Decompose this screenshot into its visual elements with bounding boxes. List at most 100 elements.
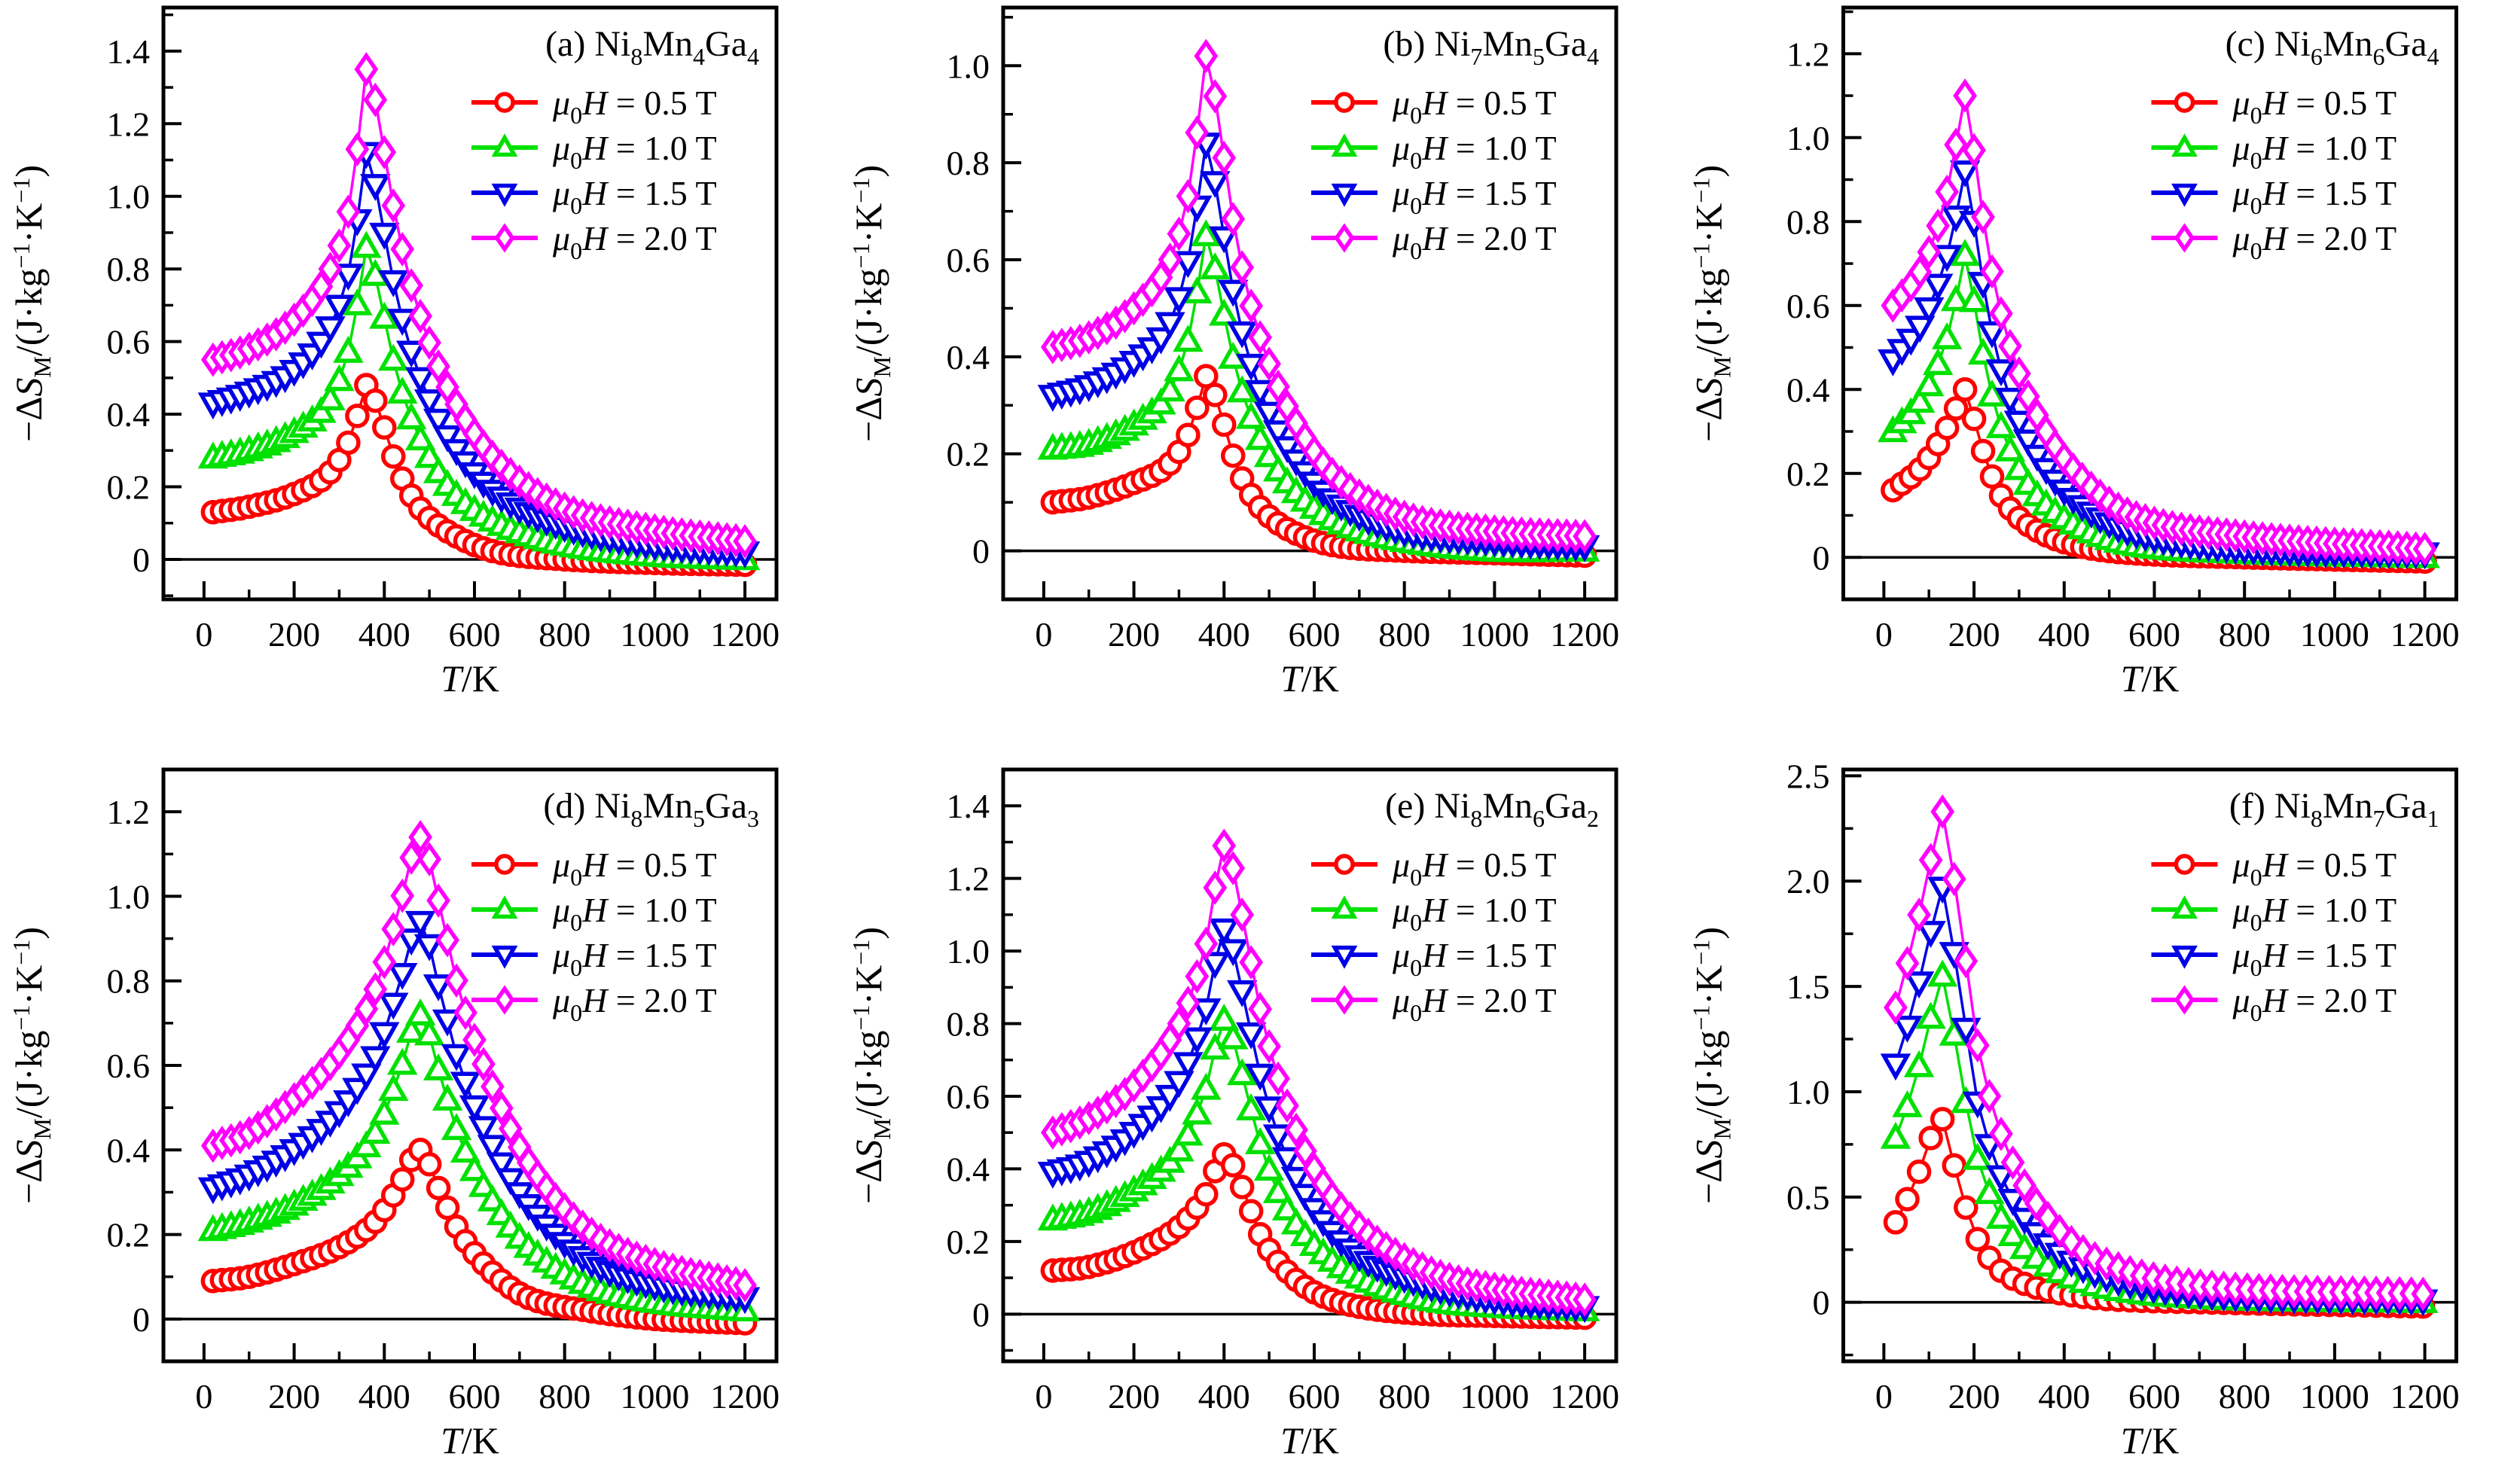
axes-a: 0 200 400 600 800 1000 1200 0 0.2 0.4 0.6 0.8 1.0 1.2… — [107, 13, 779, 654]
panel-a-chart: 0 200 400 600 800 1000 1200 0 0.2 0.4 0.6 0.8 1.0 1.2… — [8, 5, 779, 699]
series-1.0T — [197, 998, 761, 1321]
legend-label: μ0H = 0.5 T — [552, 846, 717, 891]
panel-a-cell: 0 200 400 600 800 1000 1200 0 0.2 0.4 0.6 0.8 1.0 1.2… — [0, 0, 840, 723]
panel-title: (c) Ni6Mn6Ga4 — [2226, 24, 2439, 70]
y-axis: 0 0.5 1.0 1.5 2.0 2.5 — [1786, 757, 1862, 1357]
x-tick-label: 400 — [1198, 615, 1250, 654]
panel-title: (b) Ni7Mn5Ga4 — [1383, 24, 1599, 70]
y-tick-label: 1.4 — [107, 32, 151, 71]
legend-label: μ0H = 0.5 T — [1392, 846, 1557, 891]
x-tick-label: 600 — [1288, 615, 1340, 654]
axes-f: 0 200 400 600 800 1000 1200 0 0.5 1.0 1.5 2.0 2.5 — [1786, 757, 2460, 1416]
x-tick-label: 1000 — [620, 1377, 689, 1416]
legend-item-1.5T: μ0H = 1.5 T — [2151, 174, 2396, 219]
legend-item-0.5T: μ0H = 0.5 T — [471, 846, 717, 891]
legend-label: μ0H = 1.5 T — [552, 174, 717, 219]
legend-item-1.5T: μ0H = 1.5 T — [471, 174, 717, 219]
legend-label: μ0H = 0.5 T — [2232, 846, 2397, 891]
panel-c-chart: 0 200 400 600 800 1000 1200 0 0.2 0.4 0.6 0.8 1.0 1.2… — [1688, 5, 2460, 699]
x-tick-label: 600 — [448, 1377, 500, 1416]
y-tick-label: 0.4 — [947, 1150, 990, 1188]
legend-item-2.0T: μ0H = 2.0 T — [2151, 981, 2396, 1026]
y-tick-label: 1.4 — [947, 787, 990, 825]
legend-item-0.5T: μ0H = 0.5 T — [471, 84, 717, 129]
x-tick-label: 200 — [268, 615, 320, 654]
y-axis: 0 0.2 0.4 0.6 0.8 1.0 1.2 1.4 — [947, 787, 1021, 1352]
panel-e-cell: 0 200 400 600 800 1000 1200 0 0.2 0.4 0.6 0.8 1.0 1.2… — [840, 723, 1679, 1475]
series-2.0T — [1040, 38, 1597, 554]
panel-f-chart: 0 200 400 600 800 1000 1200 0 0.5 1.0 1.5 2.0 2.5 (f)… — [1688, 757, 2460, 1461]
panel-title: (a) Ni8Mn4Ga4 — [545, 24, 759, 70]
legend-label: μ0H = 0.5 T — [2232, 84, 2397, 129]
legend-label: μ0H = 1.5 T — [552, 936, 717, 981]
x-tick-label: 200 — [1948, 1377, 2000, 1416]
x-tick-label: 800 — [538, 1377, 590, 1416]
legend-item-2.0T: μ0H = 2.0 T — [1311, 219, 1557, 264]
y-tick-label: 0.2 — [107, 468, 151, 507]
legend-item-2.0T: μ0H = 2.0 T — [1311, 981, 1557, 1026]
y-axis: 0 0.2 0.4 0.6 0.8 1.0 1.2 — [1786, 10, 1862, 601]
legend-item-1.0T: μ0H = 1.0 T — [2151, 891, 2396, 936]
legend-label: μ0H = 2.0 T — [552, 219, 717, 264]
y-tick-label: 1.2 — [1786, 35, 1830, 73]
legend-item-1.0T: μ0H = 1.0 T — [1311, 129, 1557, 174]
y-tick-label: 1.2 — [107, 793, 151, 831]
x-tick-label: 400 — [2038, 1377, 2090, 1416]
x-tick-label: 0 — [1035, 1377, 1052, 1416]
legend-item-1.5T: μ0H = 1.5 T — [1311, 174, 1557, 219]
y-tick-label: 1.0 — [947, 932, 990, 971]
panel-c-cell: 0 200 400 600 800 1000 1200 0 0.2 0.4 0.6 0.8 1.0 1.2… — [1679, 0, 2520, 723]
y-tick-label: 0 — [972, 1295, 990, 1333]
panel-title: (d) Ni8Mn5Ga3 — [543, 786, 759, 832]
y-tick-label: 0.4 — [947, 338, 990, 376]
legend-label: μ0H = 1.0 T — [2232, 129, 2397, 174]
plot-frame — [1841, 5, 2458, 602]
y-tick-label: 0.6 — [107, 323, 151, 361]
x-tick-label: 400 — [2038, 615, 2090, 654]
x-tick-label: 1200 — [1550, 615, 1619, 654]
plot-frame — [1001, 5, 1618, 602]
y-axis-label: −ΔSM/(J·kg−1·K−1) — [847, 927, 895, 1204]
x-tick-label: 800 — [2219, 615, 2271, 654]
legend-label: μ0H = 1.0 T — [552, 129, 717, 174]
y-tick-label: 1.2 — [947, 860, 990, 898]
legend-label: μ0H = 1.0 T — [1392, 129, 1557, 174]
series-1.0T — [1037, 219, 1600, 562]
x-tick-label: 1000 — [2300, 615, 2369, 654]
x-axis: 0 200 400 600 800 1000 1200 — [195, 1343, 779, 1416]
legend-label: μ0H = 1.5 T — [1392, 174, 1557, 219]
y-tick-label: 0.8 — [947, 144, 990, 182]
panel-title: (e) Ni8Mn6Ga2 — [1385, 786, 1599, 832]
x-tick-label: 400 — [358, 615, 410, 654]
x-tick-label: 600 — [2128, 615, 2180, 654]
panel-title: (f) Ni8Mn7Ga1 — [2229, 786, 2439, 832]
x-axis: 0 200 400 600 800 1000 1200 — [1035, 581, 1619, 654]
y-tick-label: 1.0 — [107, 178, 151, 216]
y-tick-label: 0.8 — [947, 1005, 990, 1044]
x-tick-label: 0 — [195, 1377, 212, 1416]
panel-b-cell: 0 200 400 600 800 1000 1200 0 0.2 0.4 0.6 0.8 1.0 (b)… — [840, 0, 1679, 723]
x-tick-label: 600 — [1288, 1377, 1340, 1416]
x-tick-label: 200 — [1108, 615, 1160, 654]
y-tick-label: 1.0 — [947, 47, 990, 85]
x-tick-label: 0 — [1875, 615, 1893, 654]
x-tick-label: 1200 — [710, 1377, 779, 1416]
y-tick-label: 0.4 — [1786, 370, 1830, 409]
y-tick-label: 0.6 — [1786, 287, 1830, 325]
series-2.0T — [1881, 78, 2437, 566]
legend-label: μ0H = 0.5 T — [1392, 84, 1557, 129]
x-tick-label: 400 — [358, 1377, 410, 1416]
axes-e: 0 200 400 600 800 1000 1200 0 0.2 0.4 0.6 0.8 1.0 1.2… — [947, 787, 1620, 1416]
legend-item-1.0T: μ0H = 1.0 T — [471, 129, 717, 174]
legend-item-2.0T: μ0H = 2.0 T — [2151, 219, 2396, 264]
legend-label: μ0H = 1.5 T — [2232, 936, 2397, 981]
series-2.0T — [1040, 828, 1597, 1317]
y-tick-label: 0.4 — [107, 395, 151, 434]
